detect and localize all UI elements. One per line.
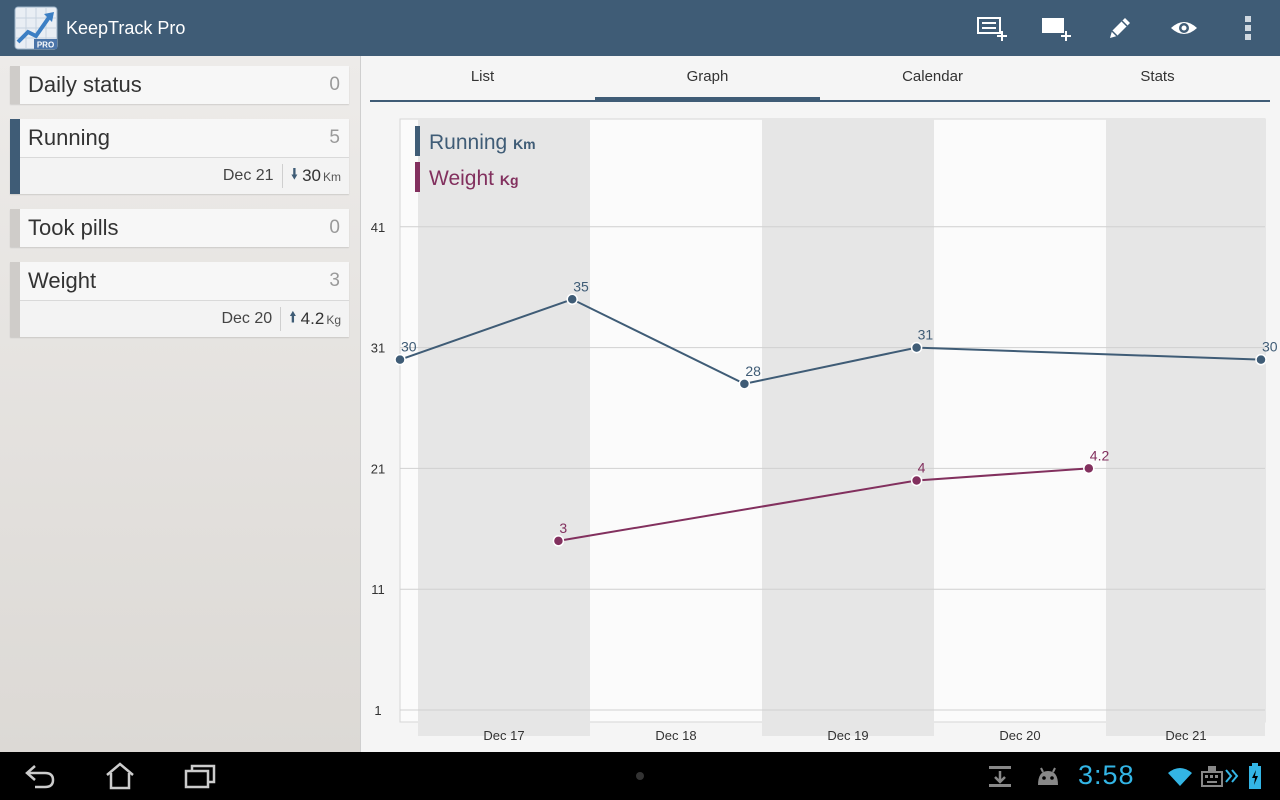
back-button[interactable] — [20, 760, 60, 792]
tracker-list: Daily status 0 Running 5 Dec 21 🠛 30 Km … — [0, 56, 360, 752]
arrow-down-icon: 🠛 — [290, 165, 299, 183]
last-entry-unit: Km — [323, 170, 341, 184]
tracker-card-running[interactable]: Running 5 Dec 21 🠛 30 Km — [10, 119, 349, 194]
overflow-menu-icon — [1245, 16, 1251, 40]
divider — [280, 307, 282, 331]
card-accent-selected — [10, 119, 20, 194]
x-tick-label: Dec 19 — [827, 728, 868, 743]
home-button[interactable] — [100, 760, 140, 792]
keyboard-icon — [1192, 760, 1232, 792]
data-label: 30 — [401, 339, 417, 355]
add-tracker-button[interactable] — [1024, 0, 1088, 56]
y-tick-label: 1 — [374, 703, 381, 718]
recent-apps-button[interactable] — [180, 760, 220, 792]
wifi-icon — [1160, 760, 1200, 792]
data-point[interactable] — [910, 341, 923, 354]
view-eye-icon — [1171, 22, 1197, 34]
legend-swatch — [415, 162, 420, 192]
add-entry-button[interactable] — [960, 0, 1024, 56]
x-tick-label: Dec 18 — [655, 728, 696, 743]
data-point[interactable] — [910, 474, 923, 487]
card-accent — [10, 262, 20, 337]
panel-divider — [360, 56, 361, 752]
overflow-menu-button[interactable] — [1216, 0, 1280, 56]
tab-calendar[interactable]: Calendar — [902, 68, 963, 85]
data-label: 4.2 — [1090, 447, 1110, 463]
add-tracker-icon — [1042, 18, 1071, 41]
data-label: 3 — [559, 520, 567, 536]
action-bar: PRO KeepTrack Pro — [0, 0, 1280, 56]
nav-dot-icon — [636, 772, 644, 780]
legend-swatch — [415, 126, 420, 156]
app-logo-icon[interactable]: PRO — [14, 6, 58, 50]
last-entry-value: 30 — [302, 166, 321, 185]
data-point[interactable] — [552, 535, 565, 547]
tracker-card-daily-status[interactable]: Daily status 0 — [10, 66, 349, 104]
data-label: 35 — [573, 278, 589, 294]
card-accent — [10, 209, 20, 247]
home-icon — [106, 762, 134, 790]
data-label: 30 — [1262, 339, 1278, 355]
tracker-card-took-pills[interactable]: Took pills 0 — [10, 209, 349, 247]
status-clock[interactable]: 3:58 — [1078, 760, 1135, 790]
svg-text:PRO: PRO — [37, 41, 54, 50]
content-panel: List Graph Calendar Stats 1 11 21 31 41 Dec … — [361, 56, 1280, 752]
y-tick-label: 31 — [371, 341, 385, 356]
download-notification-icon[interactable] — [980, 760, 1020, 792]
app-title: KeepTrack Pro — [66, 17, 186, 38]
tracker-name: Daily status — [28, 72, 142, 97]
data-label: 28 — [745, 363, 761, 379]
tab-bar: List Graph Calendar Stats — [370, 56, 1270, 102]
tracker-count: 0 — [329, 217, 340, 238]
y-tick-label: 21 — [371, 461, 385, 476]
category-band — [418, 119, 590, 736]
x-tick-label: Dec 20 — [999, 728, 1040, 743]
y-tick-label: 41 — [371, 220, 385, 235]
tracker-last-entry: Dec 21 🠛 30 Km — [20, 157, 349, 194]
last-entry-unit: Kg — [326, 313, 341, 327]
tracker-name: Weight — [28, 268, 97, 293]
tracker-name: Running — [28, 125, 110, 150]
tracker-count: 3 — [329, 270, 340, 291]
legend-entry: Weight Kg — [429, 167, 519, 190]
data-point[interactable] — [1255, 353, 1267, 366]
y-tick-label: 11 — [371, 582, 385, 597]
tracker-count: 0 — [329, 74, 340, 95]
tracker-count: 5 — [329, 127, 340, 148]
edit-pencil-icon — [1110, 18, 1130, 38]
battery-icon — [1240, 760, 1270, 792]
edit-button[interactable] — [1088, 0, 1152, 56]
chevrons-icon — [1222, 760, 1242, 792]
divider — [281, 164, 283, 188]
last-entry-date: Dec 21 — [222, 167, 274, 184]
data-point[interactable] — [394, 353, 406, 366]
legend-entry: Running Km — [429, 131, 536, 154]
recent-apps-icon — [184, 764, 216, 789]
back-icon — [25, 765, 55, 789]
data-label: 4 — [918, 459, 926, 475]
view-button[interactable] — [1152, 0, 1216, 56]
data-point[interactable] — [566, 293, 578, 306]
data-label: 31 — [918, 327, 934, 343]
tracker-name: Took pills — [28, 215, 119, 240]
x-tick-label: Dec 17 — [483, 728, 524, 743]
add-entry-icon — [977, 17, 1007, 41]
tracker-last-entry: Dec 20 🠙 4.2 Kg — [20, 300, 349, 337]
system-navigation-bar: 3:58 — [0, 752, 1280, 800]
card-accent — [10, 66, 20, 104]
android-notification-icon[interactable] — [1028, 760, 1068, 792]
arrow-up-icon: 🠙 — [289, 308, 297, 326]
tab-stats[interactable]: Stats — [1140, 68, 1175, 85]
tab-graph[interactable]: Graph — [595, 56, 820, 102]
category-band — [762, 119, 934, 736]
last-entry-date: Dec 20 — [221, 310, 273, 327]
tracker-card-weight[interactable]: Weight 3 Dec 20 🠙 4.2 Kg — [10, 262, 349, 337]
x-tick-label: Dec 21 — [1165, 728, 1206, 743]
last-entry-value: 4.2 — [300, 309, 325, 328]
tab-list[interactable]: List — [470, 68, 495, 85]
data-point[interactable] — [738, 378, 751, 390]
data-point[interactable] — [1083, 462, 1095, 475]
category-band — [1106, 119, 1265, 736]
